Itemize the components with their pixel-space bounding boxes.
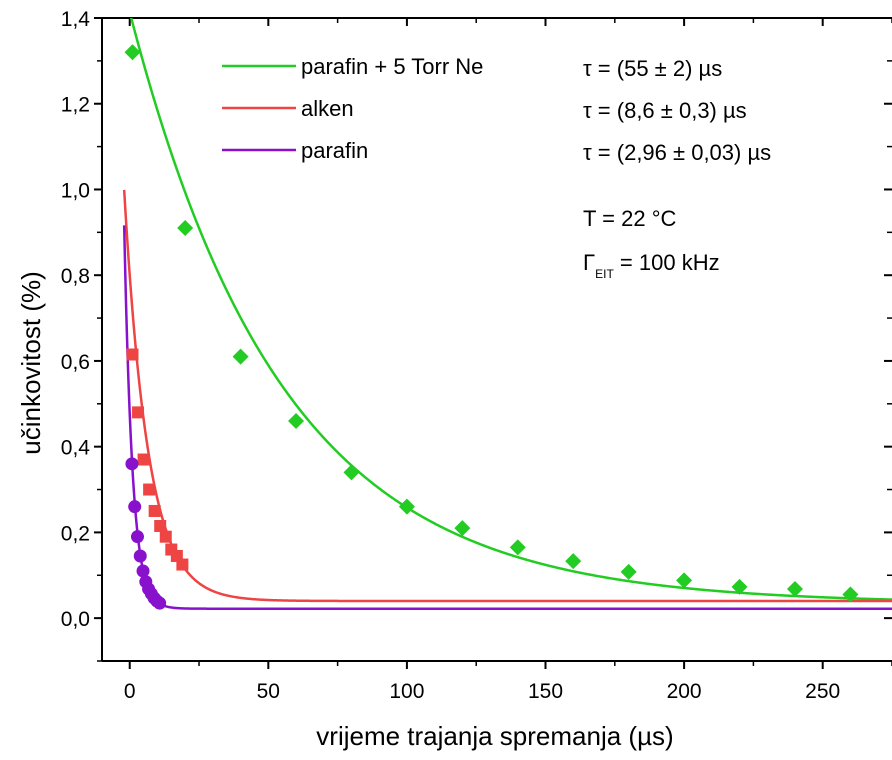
annotation-tau-alken: τ = (8,6 ± 0,3) µs [583,98,747,123]
marker-parafin-ne [620,563,637,580]
y-tick-label: 0,4 [61,437,91,460]
marker-parafin [133,549,147,563]
y-axis-title: učinkovitost (%) [16,271,46,455]
legend: parafin + 5 Torr Ne alken parafin [222,54,483,163]
marker-parafin-ne [454,520,471,537]
y-tick-label: 1,0 [61,179,90,202]
x-tick-label: 200 [667,680,702,703]
marker-alken [137,453,150,466]
x-tick-label: 100 [389,680,424,703]
marker-parafin [128,500,142,514]
y-tick-label: 1,4 [61,8,91,31]
marker-alken [159,530,172,543]
marker-parafin-ne [676,572,693,589]
marker-parafin-ne [786,580,803,597]
marker-parafin-ne [565,553,582,570]
marker-alken [176,558,189,571]
marker-alken [126,348,139,361]
marker-parafin-ne [731,578,748,595]
marker-parafin-ne [842,586,859,603]
marker-alken [132,406,145,419]
fit-curve-parafin-ne [129,18,892,601]
annotation-tau-parafin-ne: τ = (55 ± 2) µs [583,56,722,81]
x-tick-label: 0 [124,680,136,703]
annotation-temperature: T = 22 °C [583,206,676,231]
fit-curve-alken [122,189,892,603]
gamma-value: = 100 kHz [614,250,720,275]
legend-label-parafin-ne: parafin + 5 Torr Ne [301,54,483,79]
gamma-subscript: EIT [595,267,614,281]
y-tick-label: 0,0 [61,608,90,631]
marker-parafin-ne [343,464,360,481]
y-tick-label: 0,6 [61,351,90,374]
marker-alken [154,519,167,532]
marker-parafin [125,457,139,471]
marker-parafin [136,564,150,578]
x-tick-label: 50 [257,680,280,703]
marker-parafin-ne [398,498,415,515]
data-markers [124,44,859,610]
marker-parafin-ne [509,539,526,556]
x-tick-label: 250 [805,680,840,703]
marker-parafin [130,530,144,544]
axes-layer: 0 50 100 150 200 250 0,0 0,2 0,4 0,6 0,8 1,0 1,2 1,4 [61,8,892,703]
marker-alken [143,483,156,496]
legend-label-alken: alken [301,96,354,121]
marker-alken [148,504,161,517]
marker-parafin-ne [232,348,249,365]
annotation-gamma-eit: ΓEIT = 100 kHz [583,250,720,281]
fit-curve-parafin [122,225,892,610]
fit-curves [122,18,892,610]
marker-parafin-ne [124,44,141,61]
annotations: τ = (55 ± 2) µs τ = (8,6 ± 0,3) µs τ = (… [583,56,771,281]
x-tick-label: 150 [528,680,563,703]
annotation-tau-parafin: τ = (2,96 ± 0,03) µs [583,140,771,165]
marker-parafin-ne [177,220,194,237]
marker-parafin-ne [288,412,305,429]
y-tick-label: 1,2 [61,94,90,117]
x-axis-title: vrijeme trajanja spremanja (µs) [316,721,673,751]
y-tick-label: 0,8 [61,265,90,288]
y-tick-label: 0,2 [61,522,90,545]
marker-parafin [153,596,167,610]
gamma-symbol: Γ [583,250,595,275]
legend-label-parafin: parafin [301,138,368,163]
